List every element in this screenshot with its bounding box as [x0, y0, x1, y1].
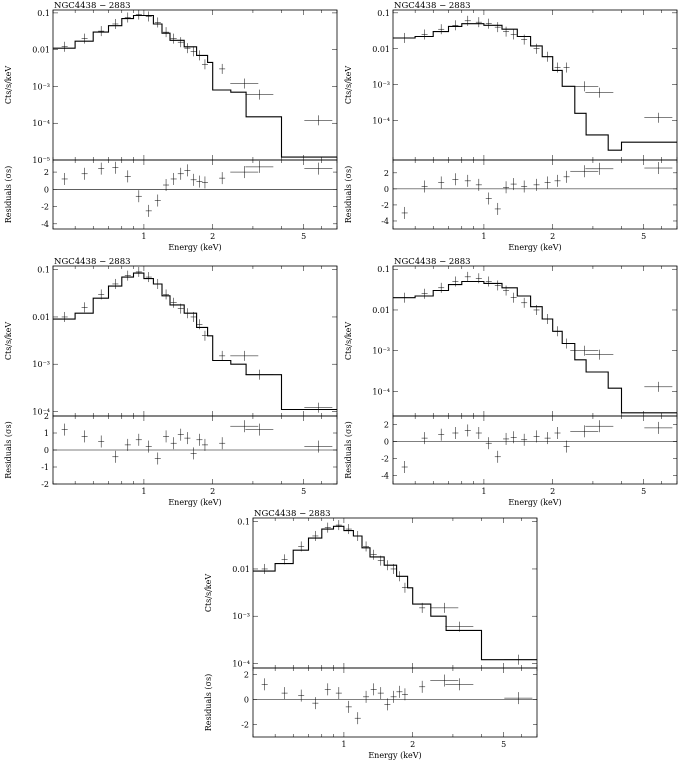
spectrum-frame [52, 265, 338, 417]
res-tick-label: 0 [244, 695, 249, 704]
res-tick-label: -2 [241, 720, 249, 729]
x-tick-label: 1 [341, 740, 346, 749]
residuals-axis-label: Residuals (σs) [344, 421, 353, 478]
y-tick-label: 0.01 [372, 45, 390, 54]
x-tick-label: 2 [550, 487, 555, 496]
x-tick-label: 5 [301, 487, 306, 496]
res-tick-label: 2 [244, 670, 249, 679]
y-tick-label: 10⁻⁴ [372, 117, 390, 126]
residuals-frame [252, 667, 538, 738]
spectrum-panel: NGC4438 − 2883 1 2 5 Energy (keV) 0.1 0.01 10⁻³… [204, 509, 538, 760]
spectrum-frame [252, 517, 538, 669]
y-axis-label: Cts/s/keV [4, 322, 13, 361]
y-tick-label: 10⁻⁴ [32, 119, 50, 128]
y-tick-label: 0.01 [372, 306, 390, 315]
y-tick-label: 10⁻⁵ [32, 156, 50, 165]
spectrum-frame [392, 9, 678, 161]
panel-title: NGC4438 − 2883 [394, 257, 471, 267]
x-tick-label: 5 [301, 232, 306, 241]
model-step-line [393, 23, 677, 151]
spectrum-panel: NGC4438 − 2883 1 2 5 Energy (keV) 0.1 0.01 10⁻³… [4, 1, 338, 252]
x-tick-label: 5 [641, 232, 646, 241]
panel-title: NGC4438 − 2883 [394, 1, 471, 11]
y-tick-label: 0.01 [232, 565, 250, 574]
res-tick-label: -2 [381, 455, 389, 464]
x-axis-label: Energy (keV) [508, 498, 561, 507]
res-tick-label: -2 [41, 480, 49, 489]
res-tick-label: 0 [44, 446, 49, 455]
panel-title: NGC4438 − 2883 [254, 509, 331, 519]
y-tick-label: 0.1 [37, 9, 50, 18]
y-tick-label: 10⁻³ [372, 347, 390, 356]
panel-title: NGC4438 − 2883 [54, 257, 131, 267]
residuals-axis-label: Residuals (σs) [4, 166, 13, 223]
res-tick-label: 0 [384, 185, 389, 194]
residuals-frame [392, 159, 678, 230]
res-tick-label: -4 [381, 217, 389, 226]
spectrum-frame [392, 265, 678, 417]
res-tick-label: 0 [44, 185, 49, 194]
x-tick-label: 1 [141, 487, 146, 496]
residuals-axis-label: Residuals (σs) [204, 674, 213, 731]
res-tick-label: -2 [41, 203, 49, 212]
x-axis-label: Energy (keV) [368, 751, 421, 760]
res-tick-label: -4 [381, 472, 389, 481]
y-tick-label: 10⁻³ [372, 81, 390, 90]
res-tick-label: -2 [381, 201, 389, 210]
x-tick-label: 5 [501, 740, 506, 749]
y-tick-label: 0.1 [237, 518, 250, 527]
y-tick-label: 10⁻⁴ [232, 659, 250, 668]
res-tick-label: 2 [384, 421, 389, 430]
y-axis-label: Cts/s/keV [4, 66, 13, 105]
x-tick-label: 2 [210, 487, 215, 496]
res-tick-label: 2 [44, 168, 49, 177]
y-axis-label: Cts/s/keV [344, 322, 353, 361]
y-tick-label: 0.1 [377, 9, 390, 18]
model-step-line [253, 525, 537, 661]
x-tick-label: 1 [141, 232, 146, 241]
y-tick-label: 0.1 [377, 265, 390, 274]
x-tick-label: 1 [481, 232, 486, 241]
x-tick-label: 2 [410, 740, 415, 749]
res-tick-label: -4 [41, 220, 49, 229]
y-tick-label: 10⁻³ [232, 612, 250, 621]
spectrum-panel: NGC4438 − 2883 1 2 5 Energy (keV) 0.1 0.01 10⁻³… [344, 1, 678, 252]
y-tick-label: 0.01 [32, 46, 50, 55]
residuals-axis-label: Residuals (σs) [344, 166, 353, 223]
y-tick-label: 0.1 [37, 266, 50, 275]
x-tick-label: 1 [481, 487, 486, 496]
x-tick-label: 2 [550, 232, 555, 241]
x-axis-label: Energy (keV) [168, 498, 221, 507]
x-axis-label: Energy (keV) [508, 243, 561, 252]
res-tick-label: 0 [384, 438, 389, 447]
y-tick-label: 0.01 [32, 313, 50, 322]
spectrum-panel: NGC4438 − 2883 1 2 5 Energy (keV) 0.1 0.01 10⁻³… [4, 257, 338, 507]
model-step-line [393, 280, 677, 414]
residuals-frame [392, 415, 678, 485]
res-tick-label: -1 [41, 463, 49, 472]
x-axis-label: Energy (keV) [168, 243, 221, 252]
res-tick-label: 2 [384, 169, 389, 178]
y-tick-label: 10⁻⁴ [372, 387, 390, 396]
model-step-line [53, 272, 337, 411]
y-axis-label: Cts/s/keV [204, 574, 213, 613]
panel-title: NGC4438 − 2883 [54, 1, 131, 11]
y-tick-label: 10⁻³ [32, 82, 50, 91]
y-axis-label: Cts/s/keV [344, 66, 353, 105]
res-tick-label: 2 [44, 412, 49, 421]
spectrum-panel: NGC4438 − 2883 1 2 5 Energy (keV) 0.1 0.01 10⁻³… [344, 257, 678, 507]
y-tick-label: 10⁻⁴ [32, 407, 50, 416]
res-tick-label: 1 [44, 429, 49, 438]
x-tick-label: 5 [641, 487, 646, 496]
y-tick-label: 10⁻³ [32, 360, 50, 369]
residuals-axis-label: Residuals (σs) [4, 421, 13, 478]
residuals-frame [52, 159, 338, 230]
model-step-line [53, 14, 337, 158]
x-tick-label: 2 [210, 232, 215, 241]
